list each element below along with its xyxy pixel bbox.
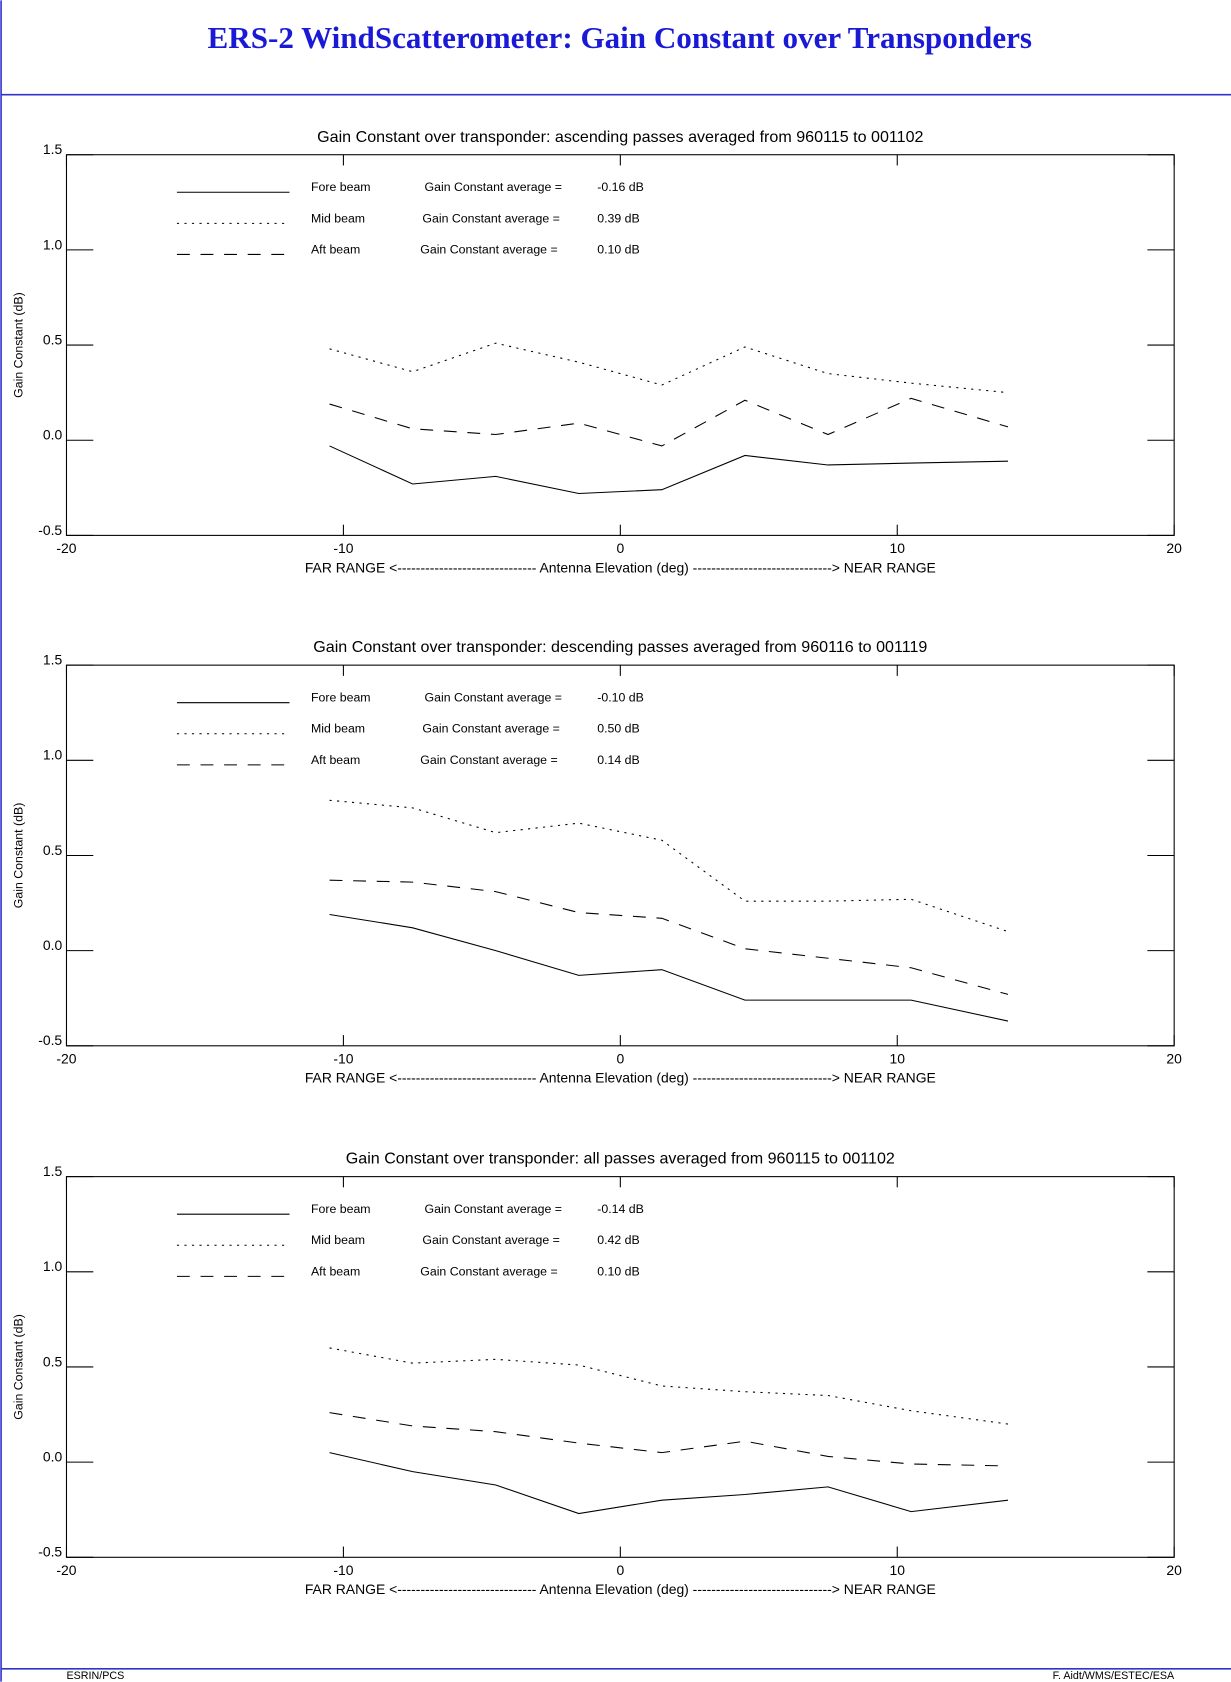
legend-average-label: Gain Constant average = — [420, 753, 557, 767]
x-axis-label: FAR RANGE <-----------------------------… — [305, 1070, 936, 1086]
legend-label: Mid beam — [311, 1233, 365, 1247]
legend-label: Mid beam — [311, 211, 365, 225]
x-tick-label: 10 — [889, 1562, 905, 1578]
x-tick-label: -20 — [56, 1050, 76, 1066]
x-tick-label: 20 — [1166, 540, 1182, 556]
legend-label: Fore beam — [311, 691, 371, 705]
page-title: ERS-2 WindScatterometer: Gain Constant o… — [208, 20, 1032, 55]
legend-label: Aft beam — [311, 753, 360, 767]
x-tick-label: 20 — [1166, 1562, 1182, 1578]
x-tick-label: -20 — [56, 540, 76, 556]
x-tick-label: 20 — [1166, 1050, 1182, 1066]
legend-label: Mid beam — [311, 722, 365, 736]
y-tick-label: 0.5 — [43, 842, 63, 858]
chart-title: Gain Constant over transponder: all pass… — [346, 1150, 895, 1168]
legend-label: Fore beam — [311, 1202, 371, 1216]
y-tick-label: 1.0 — [43, 1258, 63, 1274]
x-tick-label: -20 — [56, 1562, 76, 1578]
legend-label: Fore beam — [311, 180, 371, 194]
legend-average-label: Gain Constant average = — [422, 1233, 559, 1247]
y-tick-label: 1.0 — [43, 236, 63, 252]
legend-average: 0.14 dB — [597, 753, 640, 767]
legend-average-label: Gain Constant average = — [420, 1264, 557, 1278]
legend-average: 0.50 dB — [597, 722, 640, 736]
y-tick-label: 0.5 — [43, 1353, 63, 1369]
footer-right: F. Aidt/WMS/ESTEC/ESA — [1053, 1670, 1175, 1682]
y-axis-label: Gain Constant (dB) — [12, 803, 26, 909]
y-tick-label: 0.0 — [43, 1449, 63, 1465]
y-tick-label: -0.5 — [38, 522, 62, 538]
x-tick-label: 0 — [616, 1050, 624, 1066]
series-line — [329, 1412, 1009, 1467]
legend-label: Aft beam — [311, 1264, 360, 1278]
y-tick-label: 1.5 — [43, 141, 63, 157]
y-tick-label: 0.5 — [43, 331, 63, 347]
legend-average: -0.10 dB — [597, 691, 644, 705]
y-tick-label: 1.5 — [43, 652, 63, 668]
legend-label: Aft beam — [311, 242, 360, 256]
x-tick-label: -10 — [333, 540, 353, 556]
x-tick-label: -10 — [333, 1562, 353, 1578]
y-axis-label: Gain Constant (dB) — [12, 1314, 26, 1420]
y-tick-label: -0.5 — [38, 1032, 62, 1048]
legend-average-label: Gain Constant average = — [422, 211, 559, 225]
legend-average: -0.14 dB — [597, 1202, 644, 1216]
legend-average-label: Gain Constant average = — [425, 180, 562, 194]
legend-average-label: Gain Constant average = — [425, 1202, 562, 1216]
series-line — [329, 1452, 1009, 1515]
series-line — [329, 342, 1009, 394]
x-tick-label: -10 — [333, 1050, 353, 1066]
x-axis-label: FAR RANGE <-----------------------------… — [305, 559, 936, 575]
chart-title: Gain Constant over transponder: descendi… — [313, 638, 927, 656]
legend-average-label: Gain Constant average = — [422, 722, 559, 736]
series-line — [329, 397, 1009, 447]
legend-average: -0.16 dB — [597, 180, 644, 194]
y-tick-label: 0.0 — [43, 427, 63, 443]
x-axis-label: FAR RANGE <-----------------------------… — [305, 1581, 936, 1597]
legend-average: 0.39 dB — [597, 211, 640, 225]
series-line — [329, 799, 1009, 933]
series-line — [329, 445, 1009, 495]
x-tick-label: 10 — [889, 540, 905, 556]
legend-average: 0.42 dB — [597, 1233, 640, 1247]
series-line — [329, 879, 1009, 995]
legend-average-label: Gain Constant average = — [420, 242, 557, 256]
y-axis-label: Gain Constant (dB) — [12, 292, 26, 398]
footer-left: ESRIN/PCS — [66, 1670, 124, 1682]
x-tick-label: 0 — [616, 540, 624, 556]
y-tick-label: -0.5 — [38, 1544, 62, 1560]
x-tick-label: 10 — [889, 1050, 905, 1066]
legend-average: 0.10 dB — [597, 242, 640, 256]
series-line — [329, 913, 1009, 1022]
series-line — [329, 1347, 1009, 1425]
legend-average: 0.10 dB — [597, 1264, 640, 1278]
y-tick-label: 0.0 — [43, 937, 63, 953]
chart-title: Gain Constant over transponder: ascendin… — [317, 128, 923, 146]
x-tick-label: 0 — [616, 1562, 624, 1578]
y-tick-label: 1.0 — [43, 747, 63, 763]
legend-average-label: Gain Constant average = — [425, 691, 562, 705]
y-tick-label: 1.5 — [43, 1163, 63, 1179]
